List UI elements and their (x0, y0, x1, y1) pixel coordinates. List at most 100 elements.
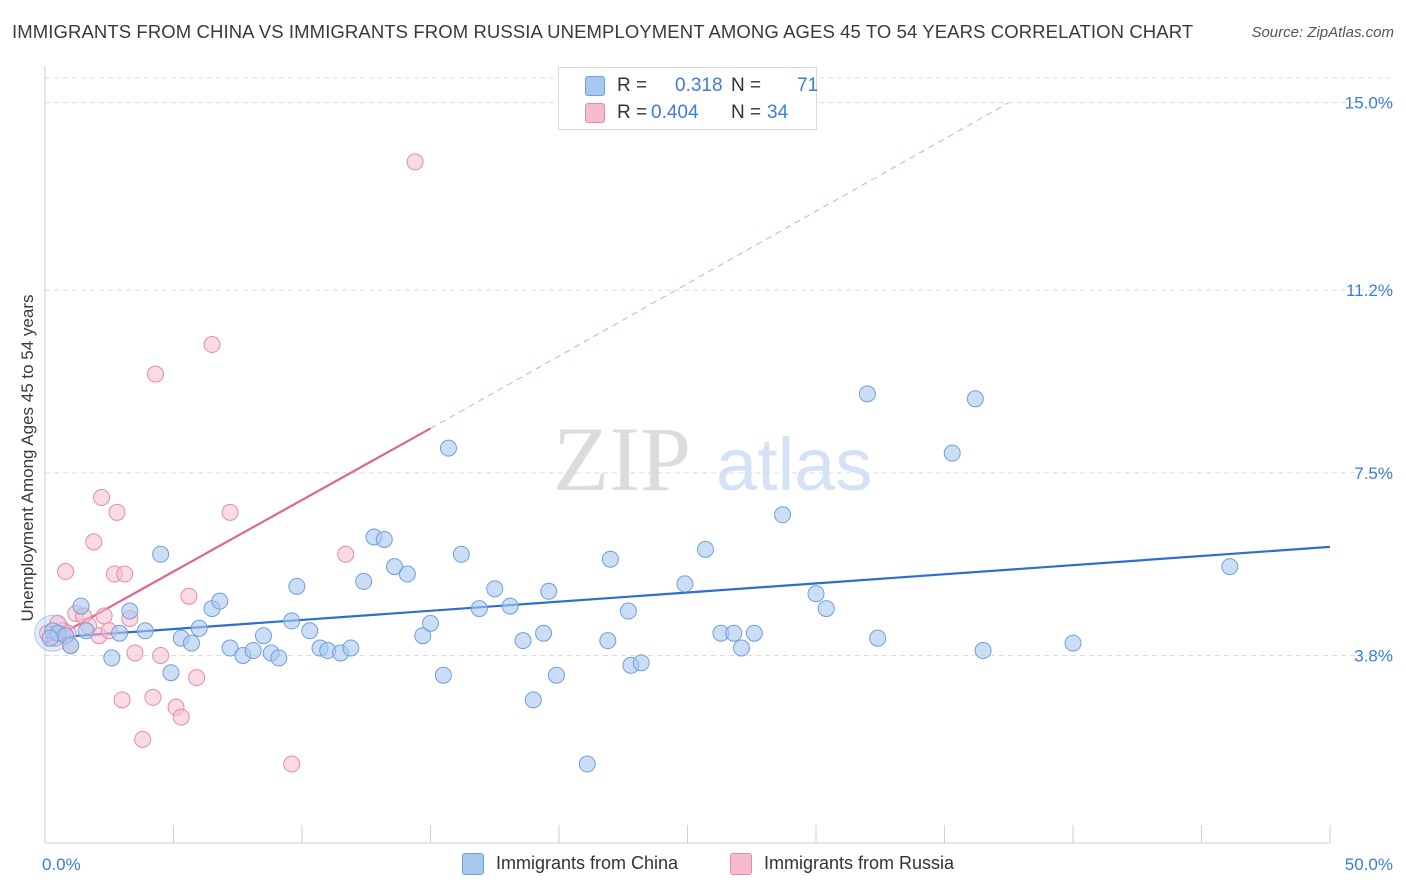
china-point (375, 530, 393, 548)
china-point (745, 624, 763, 642)
russia-r-value: 0.404 (651, 102, 699, 123)
china-point (111, 624, 129, 642)
china-point (342, 639, 360, 657)
china-point (619, 602, 637, 620)
china-point (869, 629, 887, 647)
y-tick-label: 3.8% (1354, 646, 1393, 665)
tick-labels: 3.8% 7.5% 11.2% 15.0% 0.0% 50.0% (42, 94, 1393, 874)
russia-point (113, 691, 131, 709)
china-point (540, 582, 558, 600)
russia-n-value: 34 (767, 102, 789, 123)
china-point (182, 634, 200, 652)
china-point (121, 602, 139, 620)
russia-legend-swatch-icon (730, 853, 752, 875)
china-point (599, 632, 617, 650)
china-point (136, 622, 154, 640)
russia-point (126, 644, 144, 662)
data-points (34, 153, 1239, 773)
russia-point (147, 365, 165, 383)
china-point (547, 666, 565, 684)
china-point (774, 506, 792, 524)
correlation-legend: R = 0.318 N = 71 R = 0.404 N = 34 (558, 67, 819, 130)
china-point (632, 654, 650, 672)
russia-r-label: R = (617, 102, 648, 123)
china-point (470, 600, 488, 618)
china-point (943, 444, 961, 462)
legend-russia-label: Immigrants from Russia (764, 853, 955, 873)
china-point (41, 629, 59, 647)
china-point (270, 649, 288, 667)
china-point (162, 664, 180, 682)
russia-point (108, 503, 126, 521)
china-point (283, 612, 301, 630)
china-point (152, 545, 170, 563)
source-label: Source: ZipAtlas.com (1251, 24, 1394, 41)
russia-point (152, 646, 170, 664)
russia-point (172, 708, 190, 726)
x-tick-label: 0.0% (42, 855, 81, 874)
russia-point (180, 587, 198, 605)
china-legend-swatch-icon (462, 853, 484, 875)
china-point (77, 622, 95, 640)
china-point (676, 575, 694, 593)
china-point (211, 592, 229, 610)
china-point (696, 540, 714, 558)
china-point (1064, 634, 1082, 652)
china-point (72, 597, 90, 615)
russia-point (93, 489, 111, 507)
y-tick-label: 11.2% (1346, 281, 1393, 300)
y-tick-label: 7.5% (1354, 464, 1393, 483)
china-point (62, 637, 80, 655)
china-point (535, 624, 553, 642)
china-point (974, 642, 992, 660)
y-tick-label: 15.0% (1345, 94, 1393, 113)
russia-point (57, 563, 75, 581)
axes (44, 66, 1331, 844)
russia-n-label: N = (731, 102, 762, 123)
china-point (452, 545, 470, 563)
russia-point (95, 607, 113, 625)
china-point (422, 614, 439, 632)
watermark-atlas: atlas (716, 423, 872, 506)
russia-trend-line (44, 427, 432, 645)
trend-lines (44, 102, 1331, 645)
china-point (301, 622, 319, 640)
x-tick-label: 50.0% (1345, 855, 1393, 874)
china-point (966, 390, 984, 408)
russia-swatch-icon (585, 103, 605, 123)
china-point (514, 632, 532, 650)
china-n-value: 71 (797, 75, 819, 96)
russia-point (116, 565, 134, 583)
china-point (434, 666, 452, 684)
china-point (221, 639, 239, 657)
russia-point (406, 153, 424, 171)
watermark: ZIP atlas (553, 408, 872, 510)
china-point (601, 550, 619, 568)
russia-point (144, 688, 162, 706)
china-point (254, 627, 272, 645)
china-point (486, 580, 504, 598)
russia-point (337, 545, 355, 563)
china-point (398, 565, 416, 583)
china-point (817, 600, 835, 618)
legend-china-label: Immigrants from China (496, 853, 679, 873)
russia-trend-extension (430, 102, 1009, 429)
china-point (244, 642, 262, 660)
russia-point (85, 533, 103, 551)
watermark-zip: ZIP (553, 408, 691, 510)
chart-title: IMMIGRANTS FROM CHINA VS IMMIGRANTS FROM… (12, 21, 1194, 42)
china-point (103, 649, 121, 667)
china-point (725, 624, 743, 642)
russia-point (134, 730, 152, 748)
china-point (501, 597, 519, 615)
china-point (858, 385, 876, 403)
china-swatch-icon (585, 76, 605, 96)
china-point (386, 558, 404, 576)
china-r-value: 0.318 (675, 75, 723, 96)
russia-point (203, 336, 221, 354)
russia-point (221, 503, 239, 521)
china-r-label: R = (617, 75, 648, 96)
grid (45, 77, 1395, 656)
china-point (190, 619, 208, 637)
